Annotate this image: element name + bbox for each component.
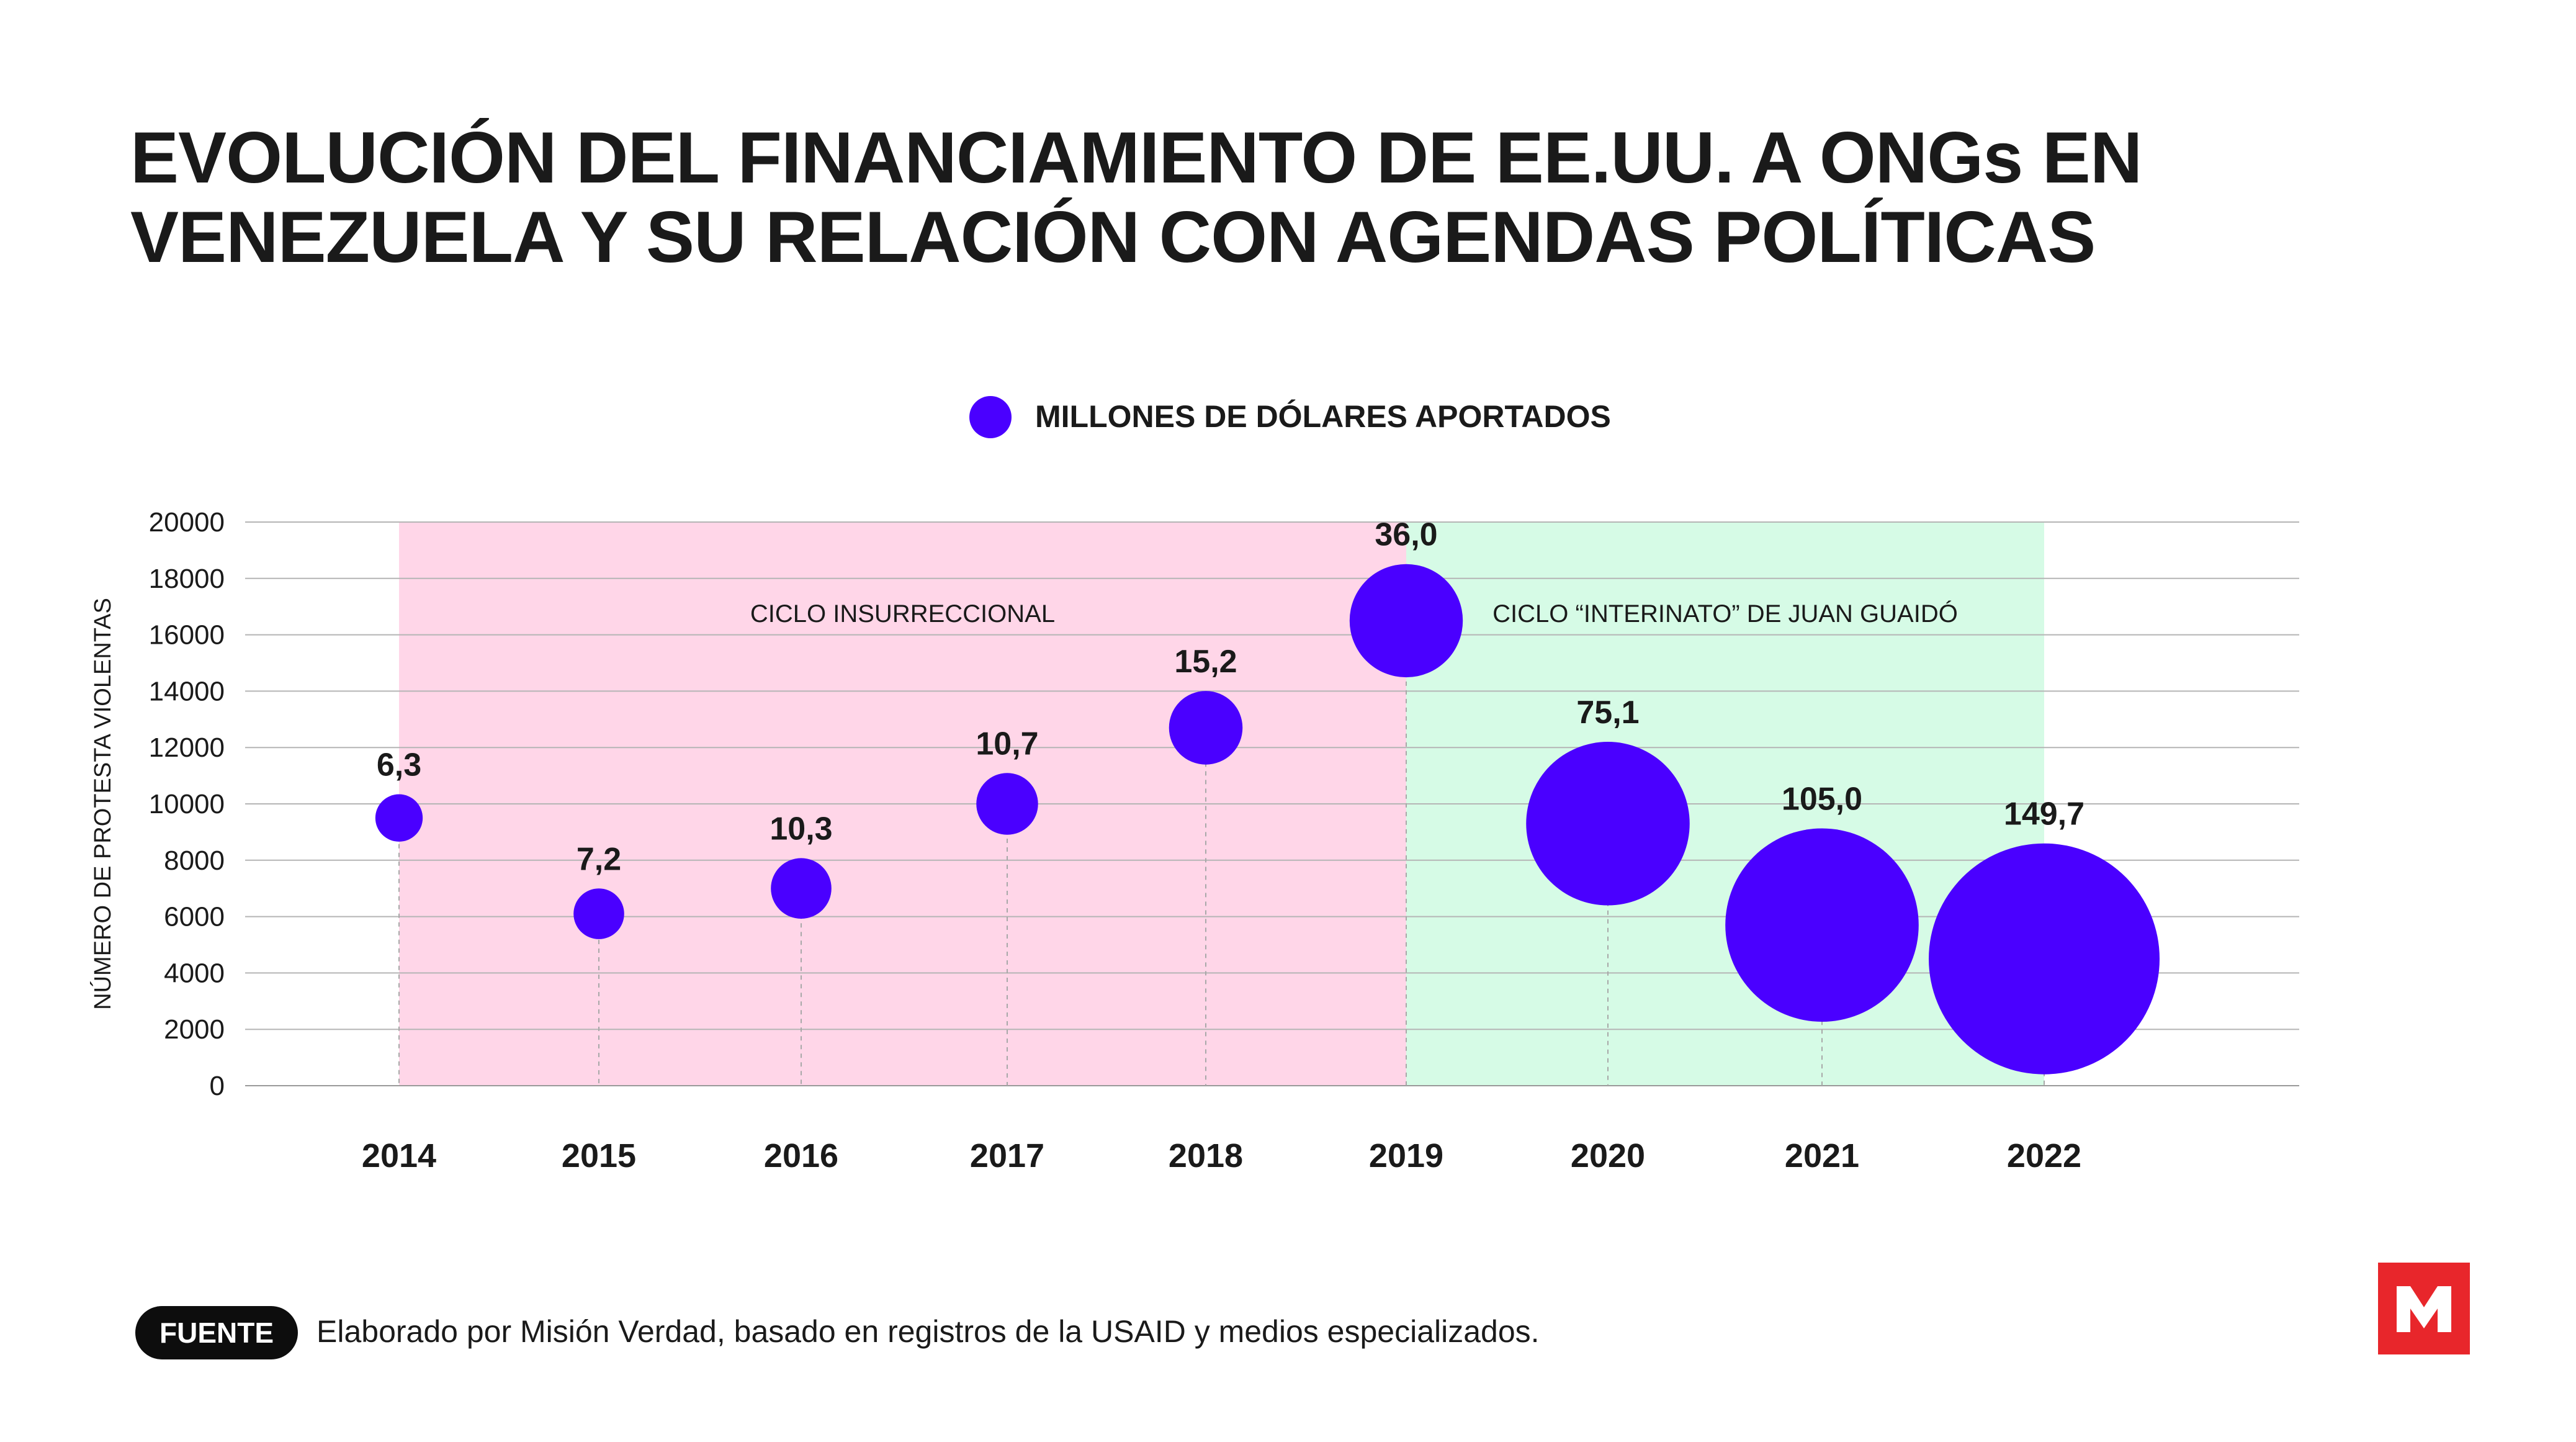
brand-logo-mark <box>2397 1286 2451 1332</box>
x-tick-label-2015: 2015 <box>562 1137 636 1174</box>
bubble-2022 <box>1929 843 2160 1075</box>
chart-title: EVOLUCIÓN DEL FINANCIAMIENTO DE EE.UU. A… <box>130 118 2142 277</box>
value-label-2017: 10,7 <box>976 726 1038 762</box>
region-label-2: CICLO “INTERINATO” DE JUAN GUAIDÓ <box>1492 600 1958 628</box>
y-tick-label: 4000 <box>164 958 225 988</box>
x-tick-label-2021: 2021 <box>1785 1137 1859 1174</box>
bubble-2019 <box>1349 564 1463 678</box>
value-label-2016: 10,3 <box>770 811 832 847</box>
x-tick-label-2020: 2020 <box>1571 1137 1645 1174</box>
value-label-2018: 15,2 <box>1174 644 1237 680</box>
legend-label: MILLONES DE DÓLARES APORTADOS <box>1035 399 1611 434</box>
source-badge: FUENTE <box>135 1306 298 1359</box>
title-line-2: VENEZUELA Y SU RELACIÓN CON AGENDAS POLÍ… <box>130 196 2096 277</box>
y-tick-label: 10000 <box>149 789 225 819</box>
y-tick-label: 6000 <box>164 902 225 932</box>
y-axis-label: NÚMERO DE PROTESTA VIOLENTAS <box>89 598 116 1010</box>
region-label-1: CICLO INSURRECCIONAL <box>750 600 1055 628</box>
x-tick-label-2017: 2017 <box>970 1137 1044 1174</box>
y-tick-label: 8000 <box>164 845 225 876</box>
value-label-2014: 6,3 <box>377 747 421 783</box>
x-tick-label-2019: 2019 <box>1369 1137 1443 1174</box>
legend-marker <box>969 396 1012 438</box>
y-tick-label: 14000 <box>149 676 225 706</box>
bubble-2018 <box>1169 691 1243 765</box>
bubble-2014 <box>375 794 423 842</box>
brand-logo <box>2378 1263 2470 1354</box>
value-label-2020: 75,1 <box>1576 695 1639 731</box>
title-line-1: EVOLUCIÓN DEL FINANCIAMIENTO DE EE.UU. A… <box>130 117 2142 198</box>
y-tick-label: 0 <box>210 1071 225 1101</box>
value-label-2015: 7,2 <box>577 841 621 877</box>
y-tick-label: 16000 <box>149 620 225 651</box>
x-tick-label-2014: 2014 <box>362 1137 436 1174</box>
y-tick-label: 2000 <box>164 1014 225 1045</box>
bubble-2015 <box>573 888 624 939</box>
y-tick-label: 20000 <box>149 507 225 538</box>
y-tick-label: 12000 <box>149 732 225 763</box>
bubble-2017 <box>976 773 1038 835</box>
value-label-2019: 36,0 <box>1375 517 1437 553</box>
y-tick-label: 18000 <box>149 564 225 594</box>
x-tick-label-2022: 2022 <box>2007 1137 2081 1174</box>
bubble-2016 <box>771 858 832 919</box>
value-label-2022: 149,7 <box>2004 796 2085 832</box>
x-tick-label-2016: 2016 <box>764 1137 838 1174</box>
x-tick-label-2018: 2018 <box>1169 1137 1243 1174</box>
bubble-2021 <box>1725 828 1919 1022</box>
source-text: Elaborado por Misión Verdad, basado en r… <box>316 1314 1540 1349</box>
bubble-2020 <box>1526 742 1690 906</box>
value-label-2021: 105,0 <box>1782 781 1862 817</box>
